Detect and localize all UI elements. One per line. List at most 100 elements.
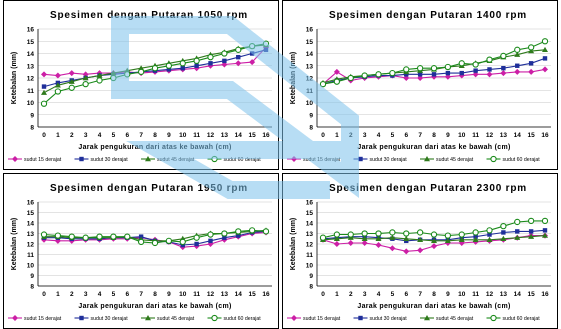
x-tick-label: 12 — [486, 132, 494, 139]
y-tick-label: 16 — [306, 27, 314, 34]
x-tick-label: 0 — [42, 132, 46, 139]
data-point — [222, 235, 227, 240]
data-point — [514, 46, 521, 53]
x-tick-label: 14 — [235, 291, 243, 298]
data-point — [403, 235, 410, 241]
legend-marker — [358, 315, 363, 321]
x-tick-label: 10 — [179, 132, 187, 139]
data-point — [263, 47, 269, 53]
legend-label: sudut 60 derajat — [224, 316, 262, 322]
y-tick-label: 10 — [27, 100, 35, 107]
x-tick-label: 2 — [70, 132, 74, 139]
data-point — [68, 233, 75, 240]
data-point — [458, 60, 465, 67]
data-point — [333, 231, 341, 238]
data-point — [222, 58, 227, 64]
y-tick-label: 14 — [306, 221, 314, 228]
data-point — [528, 68, 535, 75]
legend: sudut 15 derajat sudut 30 derajat sudut 45… — [8, 155, 261, 163]
legend-marker — [291, 156, 297, 162]
x-tick-label: 16 — [262, 291, 270, 298]
y-tick-label: 9 — [30, 273, 34, 280]
x-tick-label: 0 — [42, 291, 46, 298]
x-tick-label: 15 — [249, 291, 257, 298]
x-tick-label: 0 — [321, 291, 325, 298]
x-tick-label: 13 — [221, 132, 229, 139]
x-tick-label: 8 — [153, 291, 157, 298]
x-tick-label: 7 — [418, 132, 422, 139]
data-point — [194, 63, 199, 68]
x-tick-label: 10 — [458, 132, 466, 139]
chart-panel-2300rpm: Spesimen dengan Putaran 2300 rpm 8 9 10 11 12… — [282, 173, 558, 329]
y-tick-label: 10 — [27, 263, 35, 270]
data-point — [416, 229, 424, 236]
x-tick-label: 13 — [500, 132, 508, 139]
x-tick-label: 1 — [335, 132, 339, 139]
legend-marker — [424, 315, 430, 321]
data-point — [236, 54, 241, 60]
data-point — [542, 228, 548, 233]
data-point — [347, 74, 354, 82]
data-point — [431, 237, 437, 244]
data-point — [82, 75, 89, 81]
chart-panel-1050rpm: Spesimen dengan Putaran 1050 rpm 8 9 10 11 12… — [3, 0, 279, 170]
data-point — [361, 239, 368, 246]
legend-label: sudut 60 derajat — [503, 316, 541, 322]
data-point — [444, 63, 452, 71]
legend-marker — [211, 314, 218, 322]
data-point — [487, 67, 492, 72]
data-point — [124, 233, 131, 240]
data-point — [194, 241, 199, 247]
data-point — [528, 233, 535, 239]
x-tick-label: 16 — [262, 132, 270, 139]
data-point — [235, 60, 242, 67]
data-point — [319, 234, 327, 241]
legend-marker — [358, 156, 363, 162]
data-point — [459, 70, 464, 76]
data-point — [417, 247, 424, 254]
x-tick-label: 7 — [139, 132, 143, 139]
data-point — [221, 50, 228, 57]
y-axis-label: Ketebalan (mm) — [11, 218, 18, 271]
x-tick-label: 1 — [56, 132, 60, 139]
data-point — [501, 66, 506, 71]
data-point — [458, 236, 465, 242]
data-point — [110, 233, 117, 240]
x-tick-label: 7 — [418, 291, 422, 298]
x-tick-label: 11 — [472, 132, 479, 139]
legend-marker — [12, 315, 18, 321]
chart-title: Spesimen dengan Putaran 1950 rpm — [50, 183, 248, 194]
data-point — [248, 227, 256, 234]
x-tick-label: 0 — [321, 132, 325, 139]
y-tick-label: 14 — [27, 51, 35, 58]
data-point — [221, 230, 228, 237]
data-point — [40, 231, 48, 238]
data-point — [542, 66, 548, 73]
data-point — [542, 232, 548, 238]
data-point — [444, 232, 452, 239]
data-point — [207, 54, 214, 61]
x-tick-label: 13 — [221, 291, 229, 298]
x-tick-label: 9 — [167, 291, 171, 298]
legend-marker — [424, 156, 430, 162]
y-tick-label: 11 — [27, 252, 34, 259]
data-point — [542, 46, 548, 53]
y-tick-label: 11 — [27, 88, 34, 95]
legend-marker — [12, 156, 18, 162]
y-axis-label: Ketebalan (mm) — [11, 52, 18, 105]
data-point — [417, 236, 424, 242]
data-point — [347, 231, 354, 238]
data-point — [54, 72, 61, 79]
x-tick-label: 15 — [528, 291, 536, 298]
data-point — [180, 66, 185, 71]
x-tick-label: 12 — [207, 291, 215, 298]
data-point — [333, 235, 340, 241]
y-tick-label: 8 — [30, 284, 34, 291]
data-point — [41, 89, 47, 95]
y-tick-label: 8 — [309, 125, 313, 132]
series-4 — [40, 227, 270, 247]
data-point — [417, 72, 423, 77]
data-point — [347, 239, 354, 246]
data-point — [403, 248, 410, 255]
y-tick-label: 14 — [306, 51, 314, 58]
